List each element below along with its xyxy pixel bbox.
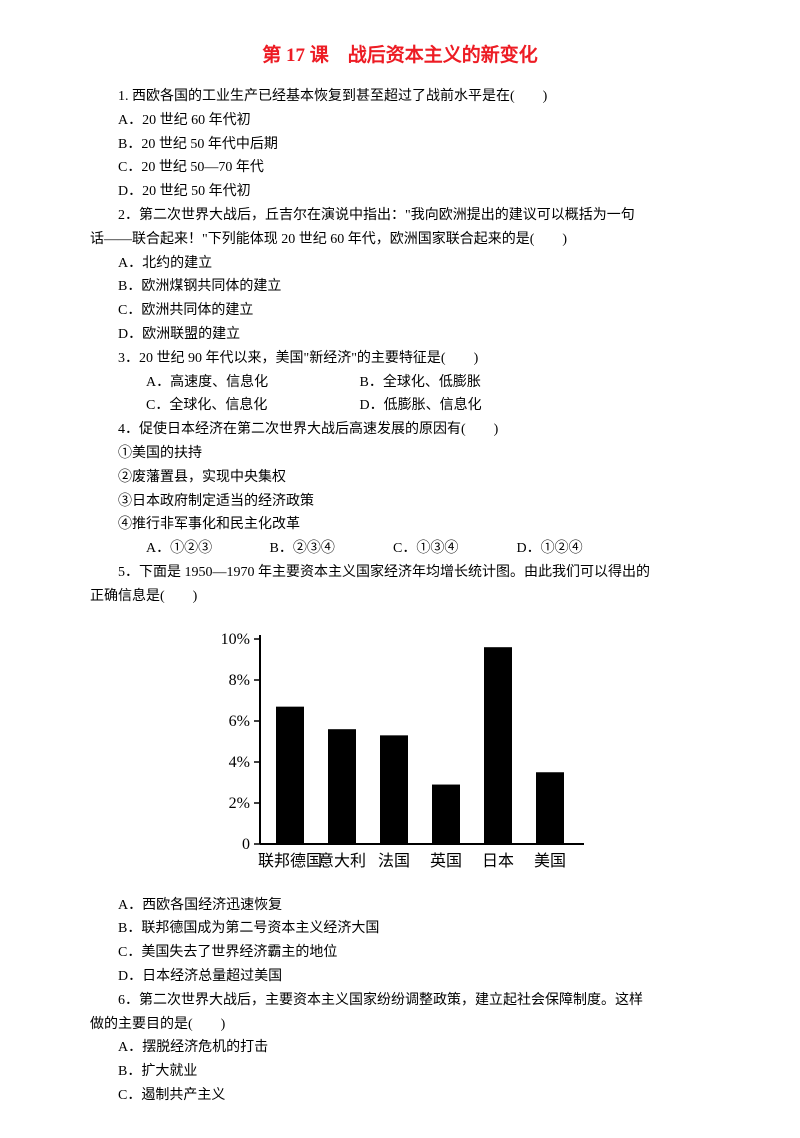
svg-text:0: 0 [242,836,250,853]
q1-opt-d: D．20 世纪 50 年代初 [90,180,710,204]
q4-opt-d: D．①②④ [489,537,583,561]
svg-text:英国: 英国 [430,852,462,870]
page-title: 第 17 课 战后资本主义的新变化 [90,40,710,67]
q1-opt-b: B．20 世纪 50 年代中后期 [90,133,710,157]
q4-sub4: ④推行非军事化和民主化改革 [90,513,710,537]
q5-stem-line2: 正确信息是( ) [90,585,710,609]
q5-opt-a: A．西欧各国经济迅速恢复 [90,894,710,918]
q4-opt-c: C．①③④ [365,537,485,561]
svg-text:联邦德国: 联邦德国 [258,852,322,870]
q1-opt-c: C．20 世纪 50—70 年代 [90,156,710,180]
svg-text:6%: 6% [229,713,250,730]
q4-stem: 4．促使日本经济在第二次世界大战后高速发展的原因有( ) [90,418,710,442]
svg-text:法国: 法国 [378,852,410,870]
q6-opt-a: A．摆脱经济危机的打击 [90,1036,710,1060]
q5-opt-b: B．联邦德国成为第二号资本主义经济大国 [90,917,710,941]
bar-chart-svg: 0 2% 4% 6% 8% 10% 联邦德国意大利法国 英国 日本 美国 [190,619,610,879]
q3-opt-a: A．高速度、信息化 [118,371,328,395]
svg-text:意大利: 意大利 [318,851,366,870]
q2-opt-b: B．欧洲煤钢共同体的建立 [90,275,710,299]
svg-text:4%: 4% [229,754,250,771]
q4-sub3: ③日本政府制定适当的经济政策 [90,490,710,514]
q6-stem-line2: 做的主要目的是( ) [90,1013,710,1037]
q5-opt-d: D．日本经济总量超过美国 [90,965,710,989]
q2-opt-a: A．北约的建立 [90,252,710,276]
q3-opt-b: B．全球化、低膨胀 [332,371,481,395]
svg-text:2%: 2% [229,795,250,812]
q3-opts-row1: A．高速度、信息化 B．全球化、低膨胀 [90,371,710,395]
q2-stem-line1: 2．第二次世界大战后，丘吉尔在演说中指出："我向欧洲提出的建议可以概括为一句 [90,204,710,228]
q6-opt-c: C．遏制共产主义 [90,1084,710,1108]
q5-stem-line1: 5．下面是 1950—1970 年主要资本主义国家经济年均增长统计图。由此我们可… [90,561,710,585]
q1-opt-a: A．20 世纪 60 年代初 [90,109,710,133]
svg-text:日本: 日本 [482,852,514,870]
q3-stem: 3．20 世纪 90 年代以来，美国"新经济"的主要特征是( ) [90,347,710,371]
svg-text:美国: 美国 [534,852,566,870]
svg-text:8%: 8% [229,672,250,689]
q6-opt-b: B．扩大就业 [90,1060,710,1084]
q2-opt-c: C．欧洲共同体的建立 [90,299,710,323]
q4-opt-a: A．①②③ [118,537,238,561]
q4-sub2: ②废藩置县，实现中央集权 [90,466,710,490]
q3-opt-d: D．低膨胀、信息化 [332,394,482,418]
q3-opts-row2: C．全球化、信息化 D．低膨胀、信息化 [90,394,710,418]
q3-opt-c: C．全球化、信息化 [118,394,328,418]
q6-stem-line1: 6．第二次世界大战后，主要资本主义国家纷纷调整政策，建立起社会保障制度。这样 [90,989,710,1013]
q1-stem: 1. 西欧各国的工业生产已经基本恢复到甚至超过了战前水平是在( ) [90,85,710,109]
q2-opt-d: D．欧洲联盟的建立 [90,323,710,347]
svg-text:10%: 10% [221,631,250,648]
q2-stem-line2: 话——联合起来！"下列能体现 20 世纪 60 年代，欧洲国家联合起来的是( ) [90,228,710,252]
q5-opt-c: C．美国失去了世界经济霸主的地位 [90,941,710,965]
q4-opts-row: A．①②③ B．②③④ C．①③④ D．①②④ [90,537,710,561]
q4-sub1: ①美国的扶持 [90,442,710,466]
bar-chart: 0 2% 4% 6% 8% 10% 联邦德国意大利法国 英国 日本 美国 [90,619,710,884]
q4-opt-b: B．②③④ [242,537,362,561]
